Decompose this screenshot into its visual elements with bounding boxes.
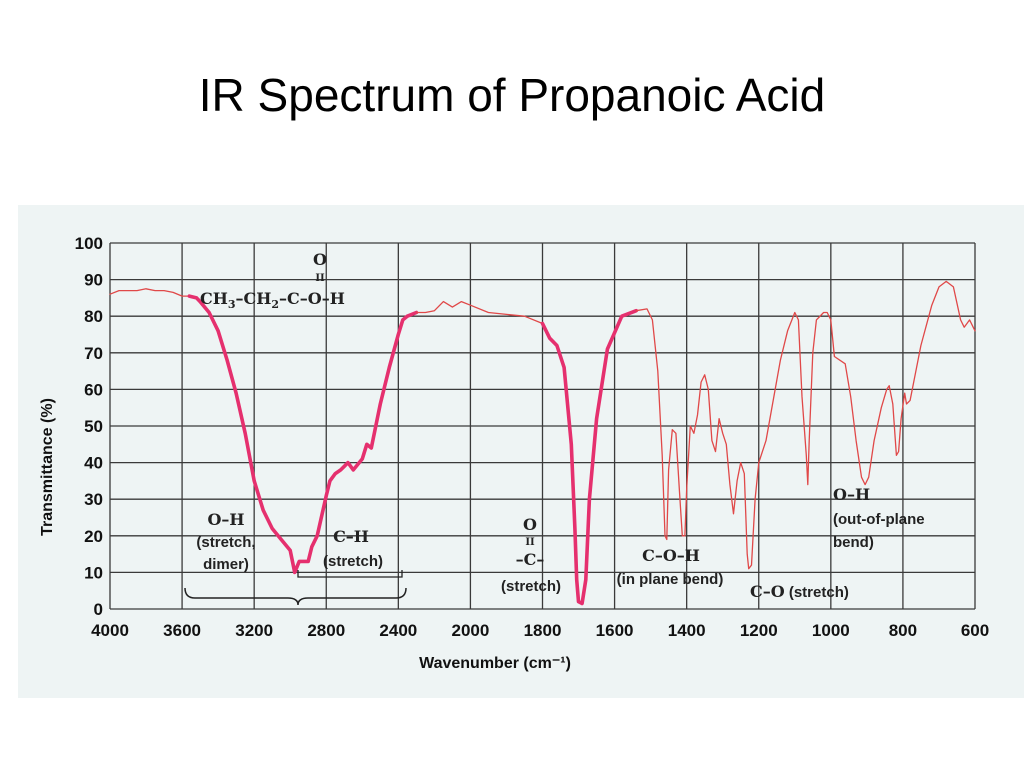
tick-labels: 4000 3600 3200 2800 2400 2000 1800 1600 1400 1200… [75, 234, 990, 640]
formula-part-cooh: –C–O–H [279, 289, 345, 308]
x-tick-label: 800 [889, 621, 917, 640]
y-tick-label: 100 [75, 234, 103, 253]
co-stretch-line1: O [523, 515, 537, 534]
x-tick-label: 1800 [524, 621, 562, 640]
ir-spectrum-chart: 4000 3600 3200 2800 2400 2000 1800 1600 1400 1200… [39, 234, 990, 672]
y-tick-label: 80 [84, 307, 103, 326]
x-tick-label: 2000 [452, 621, 490, 640]
y-tick-label: 60 [84, 380, 103, 399]
ch-range-bracket [297, 570, 403, 578]
x-tick-label: 3200 [235, 621, 273, 640]
y-tick-label: 30 [84, 490, 103, 509]
annotation-oh-oop-bend: O–H (out-of-plane bend) [833, 485, 925, 551]
oh-range-brace [184, 587, 407, 606]
spectrum-segment [109, 288, 190, 297]
oh-stretch-line1: O–H [207, 510, 244, 529]
grid-layer [109, 242, 976, 610]
ch-stretch-line1: C–H [333, 527, 369, 546]
x-tick-label: 2400 [379, 621, 417, 640]
oh-stretch-line3: dimer) [203, 556, 249, 573]
formula-part-ch2: –CH [236, 289, 272, 308]
slide-title: IR Spectrum of Propanoic Acid [198, 69, 826, 121]
x-tick-label: 600 [961, 621, 989, 640]
series-layer [109, 280, 976, 606]
c-o-stretch-bold: C–O [750, 582, 785, 601]
co-stretch-line4: (stretch) [501, 578, 561, 595]
y-tick-label: 70 [84, 344, 103, 363]
annotation-coh-bend: C–O–H (in plane bend) [617, 546, 724, 588]
oh-oop-line1: O–H [833, 485, 870, 504]
annotation-oh-stretch: O–H (stretch, dimer) [196, 510, 255, 573]
co-stretch-line2: II [525, 537, 535, 548]
spectrum-segment-strong [187, 294, 419, 575]
spectrum-segment [415, 300, 544, 325]
y-tick-label: 90 [84, 271, 103, 290]
x-tick-label: 1200 [740, 621, 778, 640]
formula-part-ch: CH [200, 289, 228, 308]
x-axis-label: Wavenumber (cm⁻¹) [419, 655, 571, 672]
coh-bend-line2: (in plane bend) [617, 571, 724, 588]
x-tick-label: 1400 [668, 621, 706, 640]
molecule-carbonyl-o: O [313, 250, 327, 269]
x-tick-label: 1000 [812, 621, 850, 640]
annotation-c-o-stretch: C–O (stretch) [750, 582, 849, 601]
x-tick-label: 1600 [596, 621, 634, 640]
y-tick-label: 10 [84, 563, 103, 582]
y-axis-label: Transmittance (%) [39, 398, 56, 536]
spectrum-segment-strong [540, 308, 638, 606]
oh-oop-line2: (out-of-plane [833, 511, 925, 528]
molecule-double-bond: II [315, 273, 325, 284]
oh-oop-line3: bend) [833, 534, 874, 551]
coh-bend-line1: C–O–H [642, 546, 700, 565]
annotation-ch-stretch: C–H (stretch) [323, 527, 383, 570]
x-tick-label: 4000 [91, 621, 129, 640]
co-stretch-line3: –C– [516, 550, 545, 569]
molecule-formula-text: CH3–CH2–C–O–H [200, 289, 345, 311]
y-tick-label: 20 [84, 527, 103, 546]
oh-stretch-line2: (stretch, [196, 534, 255, 551]
x-tick-label: 3600 [163, 621, 201, 640]
chart-panel: 4000 3600 3200 2800 2400 2000 1800 1600 1400 1200… [18, 205, 1024, 698]
spectrum-segment [635, 280, 976, 570]
ch-stretch-line2: (stretch) [323, 553, 383, 570]
c-o-stretch-normal: (stretch) [785, 584, 849, 601]
annotation-carbonyl-stretch: O II –C– (stretch) [501, 515, 561, 595]
y-tick-label: 0 [94, 600, 103, 619]
formula-sub-3: 3 [228, 298, 236, 311]
y-tick-label: 50 [84, 417, 103, 436]
x-tick-label: 2800 [307, 621, 345, 640]
y-tick-label: 40 [84, 454, 103, 473]
molecule-formula: O II CH3–CH2–C–O–H [200, 250, 345, 311]
formula-sub-2: 2 [271, 298, 279, 311]
